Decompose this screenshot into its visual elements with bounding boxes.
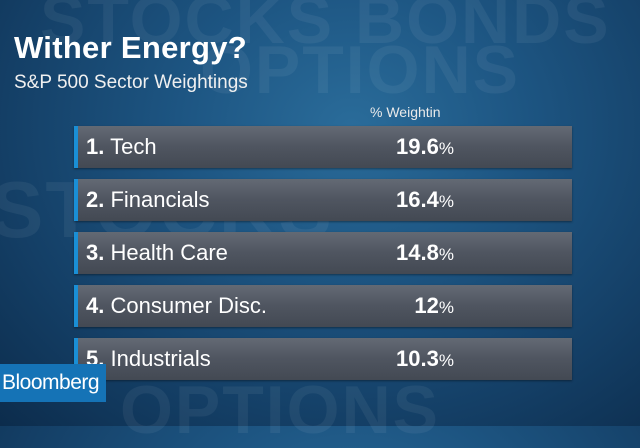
- sector-label: 1. Tech: [86, 126, 157, 168]
- percent-sign: %: [438, 139, 454, 158]
- weighting-number: 12: [414, 293, 439, 318]
- watermark-text-2: OPTIONS: [200, 32, 521, 108]
- weighting-value: 16.4%: [362, 179, 454, 223]
- weighting-value: 10.3%: [362, 338, 454, 382]
- table-row: 2. Financials 16.4%: [74, 179, 572, 221]
- weighting-number: 14.8: [396, 240, 439, 265]
- weighting-number: 10.3: [396, 346, 439, 371]
- table-row: 5. Industrials 10.3%: [74, 338, 572, 380]
- table-row: 3. Health Care 14.8%: [74, 232, 572, 274]
- sector-name: Financials: [110, 187, 210, 212]
- weighting-value: 14.8%: [362, 232, 454, 276]
- rank-number: 1.: [86, 134, 105, 159]
- sector-label: 2. Financials: [86, 179, 210, 221]
- percent-sign: %: [438, 298, 454, 317]
- rank-number: 2.: [86, 187, 105, 212]
- watermark-text-4: OPTIONS: [120, 372, 441, 448]
- sector-name: Tech: [110, 134, 157, 159]
- rank-number: 3.: [86, 240, 105, 265]
- percent-sign: %: [438, 192, 454, 211]
- rank-number: 4.: [86, 293, 105, 318]
- sector-label: 3. Health Care: [86, 232, 228, 274]
- weighting-value: 12%: [362, 285, 454, 329]
- bloomberg-logo: Bloomberg: [0, 364, 106, 402]
- weighting-number: 16.4: [396, 187, 439, 212]
- table-row: 4. Consumer Disc. 12%: [74, 285, 572, 327]
- sector-name: Industrials: [110, 346, 211, 371]
- sector-name: Health Care: [110, 240, 228, 265]
- table-row: 1. Tech 19.6%: [74, 126, 572, 168]
- percent-sign: %: [438, 245, 454, 264]
- watermark-text-1: STOCKS BONDS: [40, 0, 611, 58]
- chart-subtitle: S&P 500 Sector Weightings: [14, 72, 248, 93]
- sector-name: Consumer Disc.: [110, 293, 267, 318]
- weighting-number: 19.6: [396, 134, 439, 159]
- chart-title: Wither Energy?: [14, 30, 248, 65]
- weighting-value: 19.6%: [362, 126, 454, 170]
- sector-label: 4. Consumer Disc.: [86, 285, 267, 327]
- percent-sign: %: [438, 351, 454, 370]
- column-header-weighting: % Weightin: [370, 104, 441, 120]
